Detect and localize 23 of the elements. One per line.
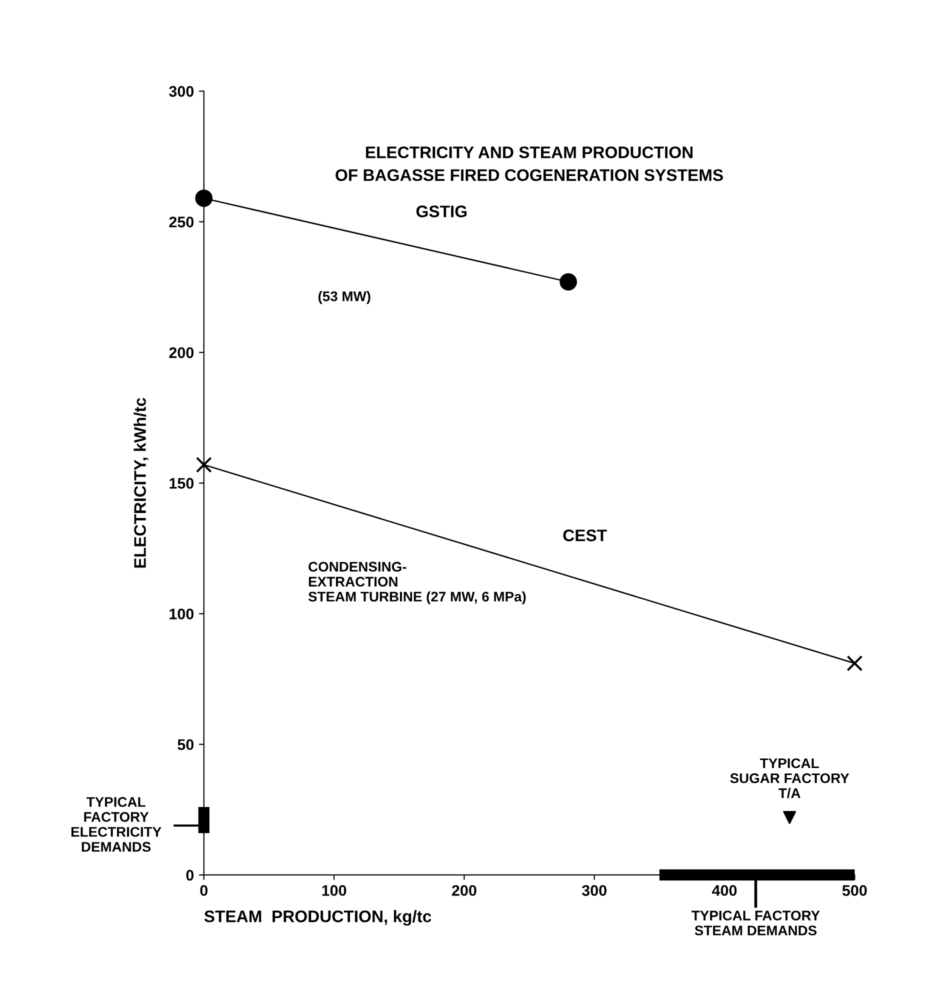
series-label: CEST: [563, 530, 607, 542]
y-tick-label: 250: [169, 216, 194, 228]
y-tick-label: 50: [178, 739, 194, 750]
y-tick-label: 200: [169, 347, 194, 358]
x-tick-label: 300: [582, 885, 606, 896]
x-tick-label: 0: [200, 885, 208, 896]
y-tick-label: 150: [170, 478, 194, 489]
y-tick-label: 0: [186, 870, 194, 881]
y-tick-label: 100: [170, 608, 194, 620]
y-tick-label: 300: [169, 86, 194, 97]
annotation: TYPICAL SUGAR FACTORY T/A: [730, 758, 850, 798]
annotation: CONDENSING- EXTRACTION STEAM TURBINE (27 MW, 6 MPa): [308, 562, 526, 604]
x-tick-label: 500: [842, 885, 867, 896]
annotation: (53 MW): [318, 291, 370, 304]
x-tick-label: 200: [452, 885, 476, 896]
text: ELECTRICITY AND STEAM PRODUCTION OF BAGASSE FIRED COGENERATION SYSTEMS: [336, 146, 723, 182]
text: TYPICAL FACTORY STEAM DEMANDS: [692, 910, 820, 936]
x-axis-title: STEAM PRODUCTION, kg/tc: [204, 910, 432, 926]
x-tick-label: 100: [322, 885, 346, 896]
y-axis-title: ELECTRICITY, kWh/tc: [134, 398, 148, 568]
text: TYPICAL FACTORY ELECTRICITY DEMANDS: [71, 797, 162, 852]
series-label: GSTIG: [416, 206, 467, 218]
x-tick-label: 400: [712, 885, 737, 896]
